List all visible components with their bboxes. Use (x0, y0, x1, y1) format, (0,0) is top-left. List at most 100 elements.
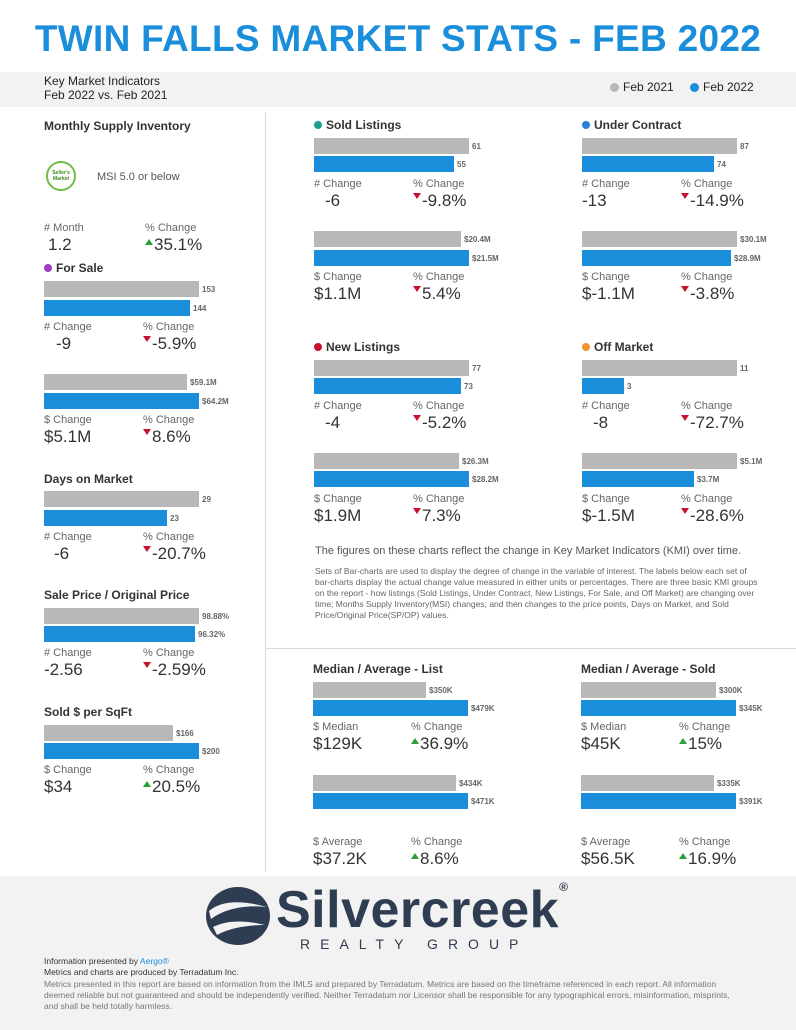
logo-subtitle: REALTY GROUP (300, 936, 529, 952)
aergo-link[interactable]: Aergo® (139, 956, 169, 966)
logo-registered: ® (559, 880, 569, 894)
sold-vol-pct-label: % Change (413, 271, 465, 283)
arrow-down-icon (681, 415, 689, 421)
dom-value-2021: 29 (202, 495, 211, 504)
list-med-label: $ Median (313, 721, 359, 733)
new-num-label: # Change (314, 400, 362, 412)
for-sale-vol-bar-2021 (44, 374, 187, 390)
soldprice-avg-2022: $391K (739, 797, 763, 806)
for-sale-vol-bar-2022 (44, 393, 199, 409)
uc-vol-pct-text: -3.8% (690, 284, 735, 303)
arrow-up-icon (411, 738, 419, 744)
off-pct-text: -72.7% (690, 413, 744, 432)
sold-title: Sold Listings (314, 118, 401, 132)
soldprice-avg-bar-2022 (581, 793, 736, 809)
uc-vol-bar-2021 (582, 231, 737, 247)
legend-gray-dot (610, 82, 619, 92)
silvercreek-logo-icon (206, 887, 270, 945)
section-divider (265, 648, 796, 649)
dom-bar-2021 (44, 491, 199, 507)
sold-vol-pct: 5.4% (413, 284, 461, 304)
arrow-down-icon (413, 415, 421, 421)
uc-vol-2022: $28.9M (734, 254, 761, 263)
legend-blue-dot (690, 82, 699, 92)
for-sale-pct: -5.9% (143, 334, 196, 354)
uc-bar-2022 (582, 156, 714, 172)
uc-vol-change: $-1.1M (582, 284, 635, 303)
off-vol-bar-2022 (582, 471, 694, 487)
sqft-value-2021: $166 (176, 729, 194, 738)
list-title: Median / Average - List (313, 662, 443, 676)
supply-pct-text: 35.1% (154, 235, 203, 254)
sold-pct-text: -9.8% (422, 191, 467, 210)
sqft-value-2022: $200 (202, 747, 220, 756)
for-sale-value-2022: 144 (193, 304, 207, 313)
soldprice-med-pct-text: 15% (688, 734, 723, 753)
sold-num-label: # Change (314, 178, 362, 190)
sold-title-text: Sold Listings (326, 118, 402, 132)
list-med-pct: 36.9% (411, 734, 468, 754)
new-pct-text: -5.2% (422, 413, 467, 432)
uc-num-label: # Change (582, 178, 630, 190)
new-vol-pct-text: 7.3% (422, 506, 461, 525)
sold-bar-2022 (314, 156, 454, 172)
for-sale-pct-text: -5.9% (152, 334, 197, 353)
off-vol-pct: -28.6% (681, 506, 744, 526)
soldprice-med-pct-label: % Change (679, 721, 731, 733)
off-bar-2021 (582, 360, 737, 376)
list-med-bar-2021 (313, 682, 426, 698)
off-num-label: # Change (582, 400, 630, 412)
sold-value-2022: 55 (457, 160, 466, 169)
sqft-bar-2022 (44, 743, 199, 759)
sqft-pct-text: 20.5% (152, 777, 201, 796)
arrow-up-icon (145, 239, 153, 245)
off-value-2022: 3 (627, 382, 632, 391)
for-sale-bar-2021 (44, 281, 199, 297)
dom-num-label: # Change (44, 531, 92, 543)
off-title-text: Off Market (594, 340, 654, 354)
soldprice-avg-pct-label: % Change (679, 836, 731, 848)
soldprice-med-pct: 15% (679, 734, 722, 754)
uc-vol-bar-2022 (582, 250, 731, 266)
new-title-text: New Listings (326, 340, 401, 354)
list-avg-change: $37.2K (313, 849, 367, 868)
sold-vol-bar-2022 (314, 250, 469, 266)
uc-num-change: -13 (582, 191, 607, 210)
dom-pct: -20.7% (143, 544, 206, 564)
supply-month-value: 1.2 (48, 235, 72, 254)
list-avg-2022: $471K (471, 797, 495, 806)
list-avg-pct: 8.6% (411, 849, 459, 869)
uc-value-2021: 87 (740, 142, 749, 151)
new-vol-label: $ Change (314, 493, 362, 505)
arrow-down-icon (143, 336, 151, 342)
sold-bar-2021 (314, 138, 469, 154)
uc-vol-label: $ Change (582, 271, 630, 283)
new-vol-bar-2021 (314, 453, 459, 469)
soldprice-med-bar-2021 (581, 682, 716, 698)
new-vol-bar-2022 (314, 471, 469, 487)
supply-pct-label: % Change (145, 222, 197, 234)
arrow-down-icon (413, 286, 421, 292)
sold-vol-label: $ Change (314, 271, 362, 283)
new-value-2022: 73 (464, 382, 473, 391)
spop-num-label: # Change (44, 647, 92, 659)
spop-pct-text: -2.59% (152, 660, 206, 679)
off-vol-change: $-1.5M (582, 506, 635, 525)
footer-presented: Information presented by Aergo® (44, 956, 169, 967)
off-dot (582, 343, 590, 351)
for-sale-value-2021: 153 (202, 285, 216, 294)
for-sale-num-label: # Change (44, 321, 92, 333)
sold-vol-pct-text: 5.4% (422, 284, 461, 303)
soldprice-med-label: $ Median (581, 721, 627, 733)
off-vol-bar-2021 (582, 453, 737, 469)
off-num-change: -8 (593, 413, 609, 432)
list-med-pct-label: % Change (411, 721, 463, 733)
sold-pct-label: % Change (413, 178, 465, 190)
new-vol-pct: 7.3% (413, 506, 461, 526)
uc-pct: -14.9% (681, 191, 744, 211)
footer-presented-text: Information presented by (44, 956, 140, 966)
legend-feb2021: Feb 2021 (610, 80, 674, 94)
list-med-2022: $479K (471, 704, 495, 713)
soldprice-avg-change: $56.5K (581, 849, 635, 868)
arrow-up-icon (411, 853, 419, 859)
